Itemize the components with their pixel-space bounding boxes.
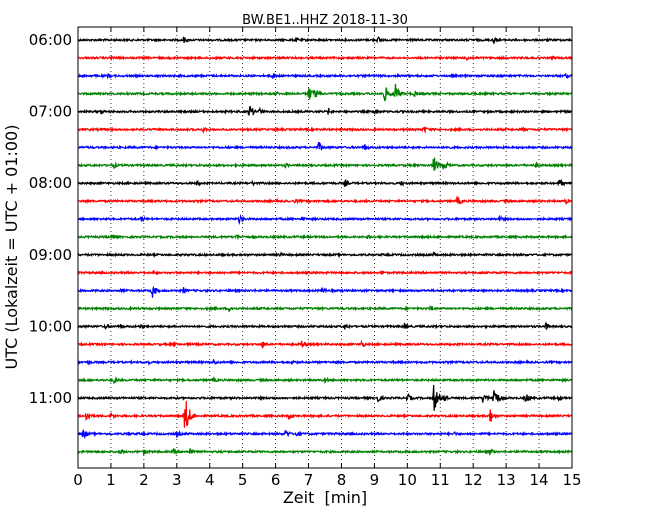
- x-tick-label: 5: [238, 471, 248, 489]
- y-tick-label: 09:00: [29, 246, 72, 264]
- trace-1000: [78, 323, 572, 330]
- x-axis-label: Zeit [min]: [283, 488, 367, 507]
- x-tick-label: 7: [304, 471, 314, 489]
- x-tick-label: 13: [497, 471, 516, 489]
- trace-0800: [78, 180, 572, 187]
- y-axis-label: UTC (Lokalzeit = UTC + 01:00): [2, 125, 21, 370]
- trace-0815: [78, 196, 572, 204]
- x-tick-label: 15: [562, 471, 581, 489]
- trace-1130: [78, 430, 572, 438]
- x-tick-label: 0: [73, 471, 83, 489]
- trace-1030: [78, 359, 572, 364]
- x-tick-label: 10: [398, 471, 417, 489]
- trace-0930: [78, 287, 572, 298]
- x-tick-label: 6: [271, 471, 281, 489]
- trace-0845: [78, 235, 572, 239]
- trace-0630: [78, 73, 572, 78]
- x-tick-label: 1: [106, 471, 116, 489]
- trace-0915: [78, 270, 572, 274]
- x-tick-label: 2: [139, 471, 149, 489]
- trace-0645: [78, 84, 572, 101]
- y-tick-label: 10:00: [29, 317, 72, 335]
- seismogram-traces: [78, 37, 572, 455]
- trace-1045: [78, 378, 572, 383]
- trace-1100: [78, 385, 572, 411]
- x-tick-label: 9: [370, 471, 380, 489]
- x-tick-label: 8: [337, 471, 347, 489]
- y-tick-label: 07:00: [29, 103, 72, 121]
- trace-0900: [78, 252, 572, 256]
- x-tick-label: 4: [205, 471, 215, 489]
- trace-1145: [78, 449, 572, 455]
- trace-1015: [78, 341, 572, 348]
- y-tick-label: 06:00: [29, 31, 72, 49]
- x-axis: 0 1 2 3 4 5 6 7 8 9 10 11 12 13 14 15: [73, 27, 581, 489]
- y-tick-label: 08:00: [29, 174, 72, 192]
- trace-0700: [78, 106, 572, 116]
- trace-0600: [78, 37, 572, 44]
- x-tick-label: 12: [464, 471, 483, 489]
- trace-0715: [78, 127, 572, 132]
- trace-1115: [78, 401, 572, 428]
- trace-0730: [78, 142, 572, 150]
- x-tick-label: 14: [530, 471, 549, 489]
- trace-0615: [78, 56, 572, 60]
- y-tick-label: 11:00: [29, 389, 72, 407]
- x-tick-label: 11: [431, 471, 450, 489]
- trace-0945: [78, 307, 572, 311]
- trace-0830: [78, 216, 572, 223]
- trace-0745: [78, 158, 572, 171]
- chart-title: BW.BE1..HHZ 2018-11-30: [242, 13, 408, 28]
- x-tick-label: 3: [172, 471, 182, 489]
